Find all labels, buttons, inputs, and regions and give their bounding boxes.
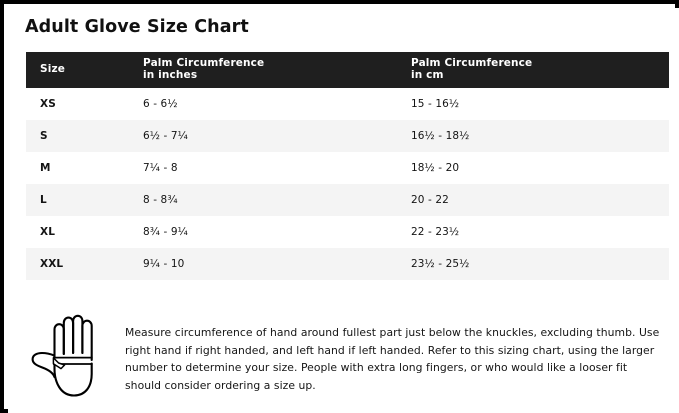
cell-size: XS xyxy=(40,98,56,110)
cell-size: XL xyxy=(40,226,55,238)
page-title: Adult Glove Size Chart xyxy=(25,17,249,37)
table-row: XS 6 - 6½ 15 - 16½ xyxy=(26,88,669,120)
column-header-size-line1: Size xyxy=(40,63,65,75)
cell-inches: 8 - 8¾ xyxy=(143,194,178,206)
column-header-inches-line2: in inches xyxy=(143,68,198,81)
cell-cm: 16½ - 18½ xyxy=(411,130,470,142)
cell-inches: 9¼ - 10 xyxy=(143,258,185,270)
footer-note: Measure circumference of hand around ful… xyxy=(26,303,669,403)
column-header-size: Size xyxy=(40,63,65,76)
table-row: XXL 9¼ - 10 23½ - 25½ xyxy=(26,248,669,280)
cell-size: M xyxy=(40,162,51,174)
hand-measure-icon xyxy=(31,314,93,397)
cell-size: XXL xyxy=(40,258,64,270)
measuring-instructions: Measure circumference of hand around ful… xyxy=(125,326,660,392)
cell-inches: 7¼ - 8 xyxy=(143,162,178,174)
cell-size: L xyxy=(40,194,47,206)
table-row: M 7¼ - 8 18½ - 20 xyxy=(26,152,669,184)
chart-container: Adult Glove Size Chart Size Palm Circumf… xyxy=(8,8,679,413)
cell-size: S xyxy=(40,130,48,142)
column-header-inches: Palm Circumference in inches xyxy=(143,57,265,81)
cell-cm: 18½ - 20 xyxy=(411,162,460,174)
size-chart-table: Size Palm Circumference in inches Palm C… xyxy=(26,52,669,280)
cell-inches: 8¾ - 9¼ xyxy=(143,226,188,238)
column-header-inches-line1: Palm Circumference xyxy=(143,57,265,69)
column-header-cm: Palm Circumference in cm xyxy=(411,57,533,81)
cell-inches: 6 - 6½ xyxy=(143,98,178,110)
column-header-cm-line2: in cm xyxy=(411,68,444,81)
column-header-cm-line1: Palm Circumference xyxy=(411,57,533,69)
table-row: S 6½ - 7¼ 16½ - 18½ xyxy=(26,120,669,152)
table-header-row: Size Palm Circumference in inches Palm C… xyxy=(26,52,669,88)
cell-cm: 20 - 22 xyxy=(411,194,449,206)
cell-cm: 15 - 16½ xyxy=(411,98,460,110)
table-row: L 8 - 8¾ 20 - 22 xyxy=(26,184,669,216)
table-row: XL 8¾ - 9¼ 22 - 23½ xyxy=(26,216,669,248)
cell-cm: 22 - 23½ xyxy=(411,226,460,238)
cell-cm: 23½ - 25½ xyxy=(411,258,470,270)
cell-inches: 6½ - 7¼ xyxy=(143,130,188,142)
